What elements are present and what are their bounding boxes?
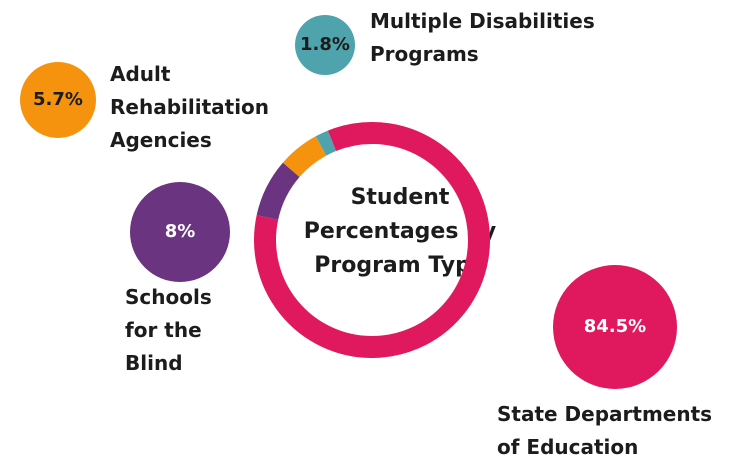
donut-segment [254,122,490,358]
donut-segment [282,136,327,178]
value-label: 5.7% [33,89,83,110]
value-label: 84.5% [584,316,646,337]
category-label: Adult Rehabilitation Agencies [110,62,269,152]
category-label: Schools for the Blind [125,285,212,375]
chart-title: Student Percentages by Program Type [304,185,496,278]
donut-segment [315,130,337,156]
donut-segment [256,162,300,221]
value-label: 1.8% [300,34,350,55]
bubble [295,15,355,75]
bubble [20,62,96,138]
bubble [130,182,230,282]
bubble [553,265,677,389]
category-label: Multiple Disabilities Programs [370,9,595,66]
value-label: 8% [165,221,196,242]
category-label: State Departments of Education [497,402,712,459]
